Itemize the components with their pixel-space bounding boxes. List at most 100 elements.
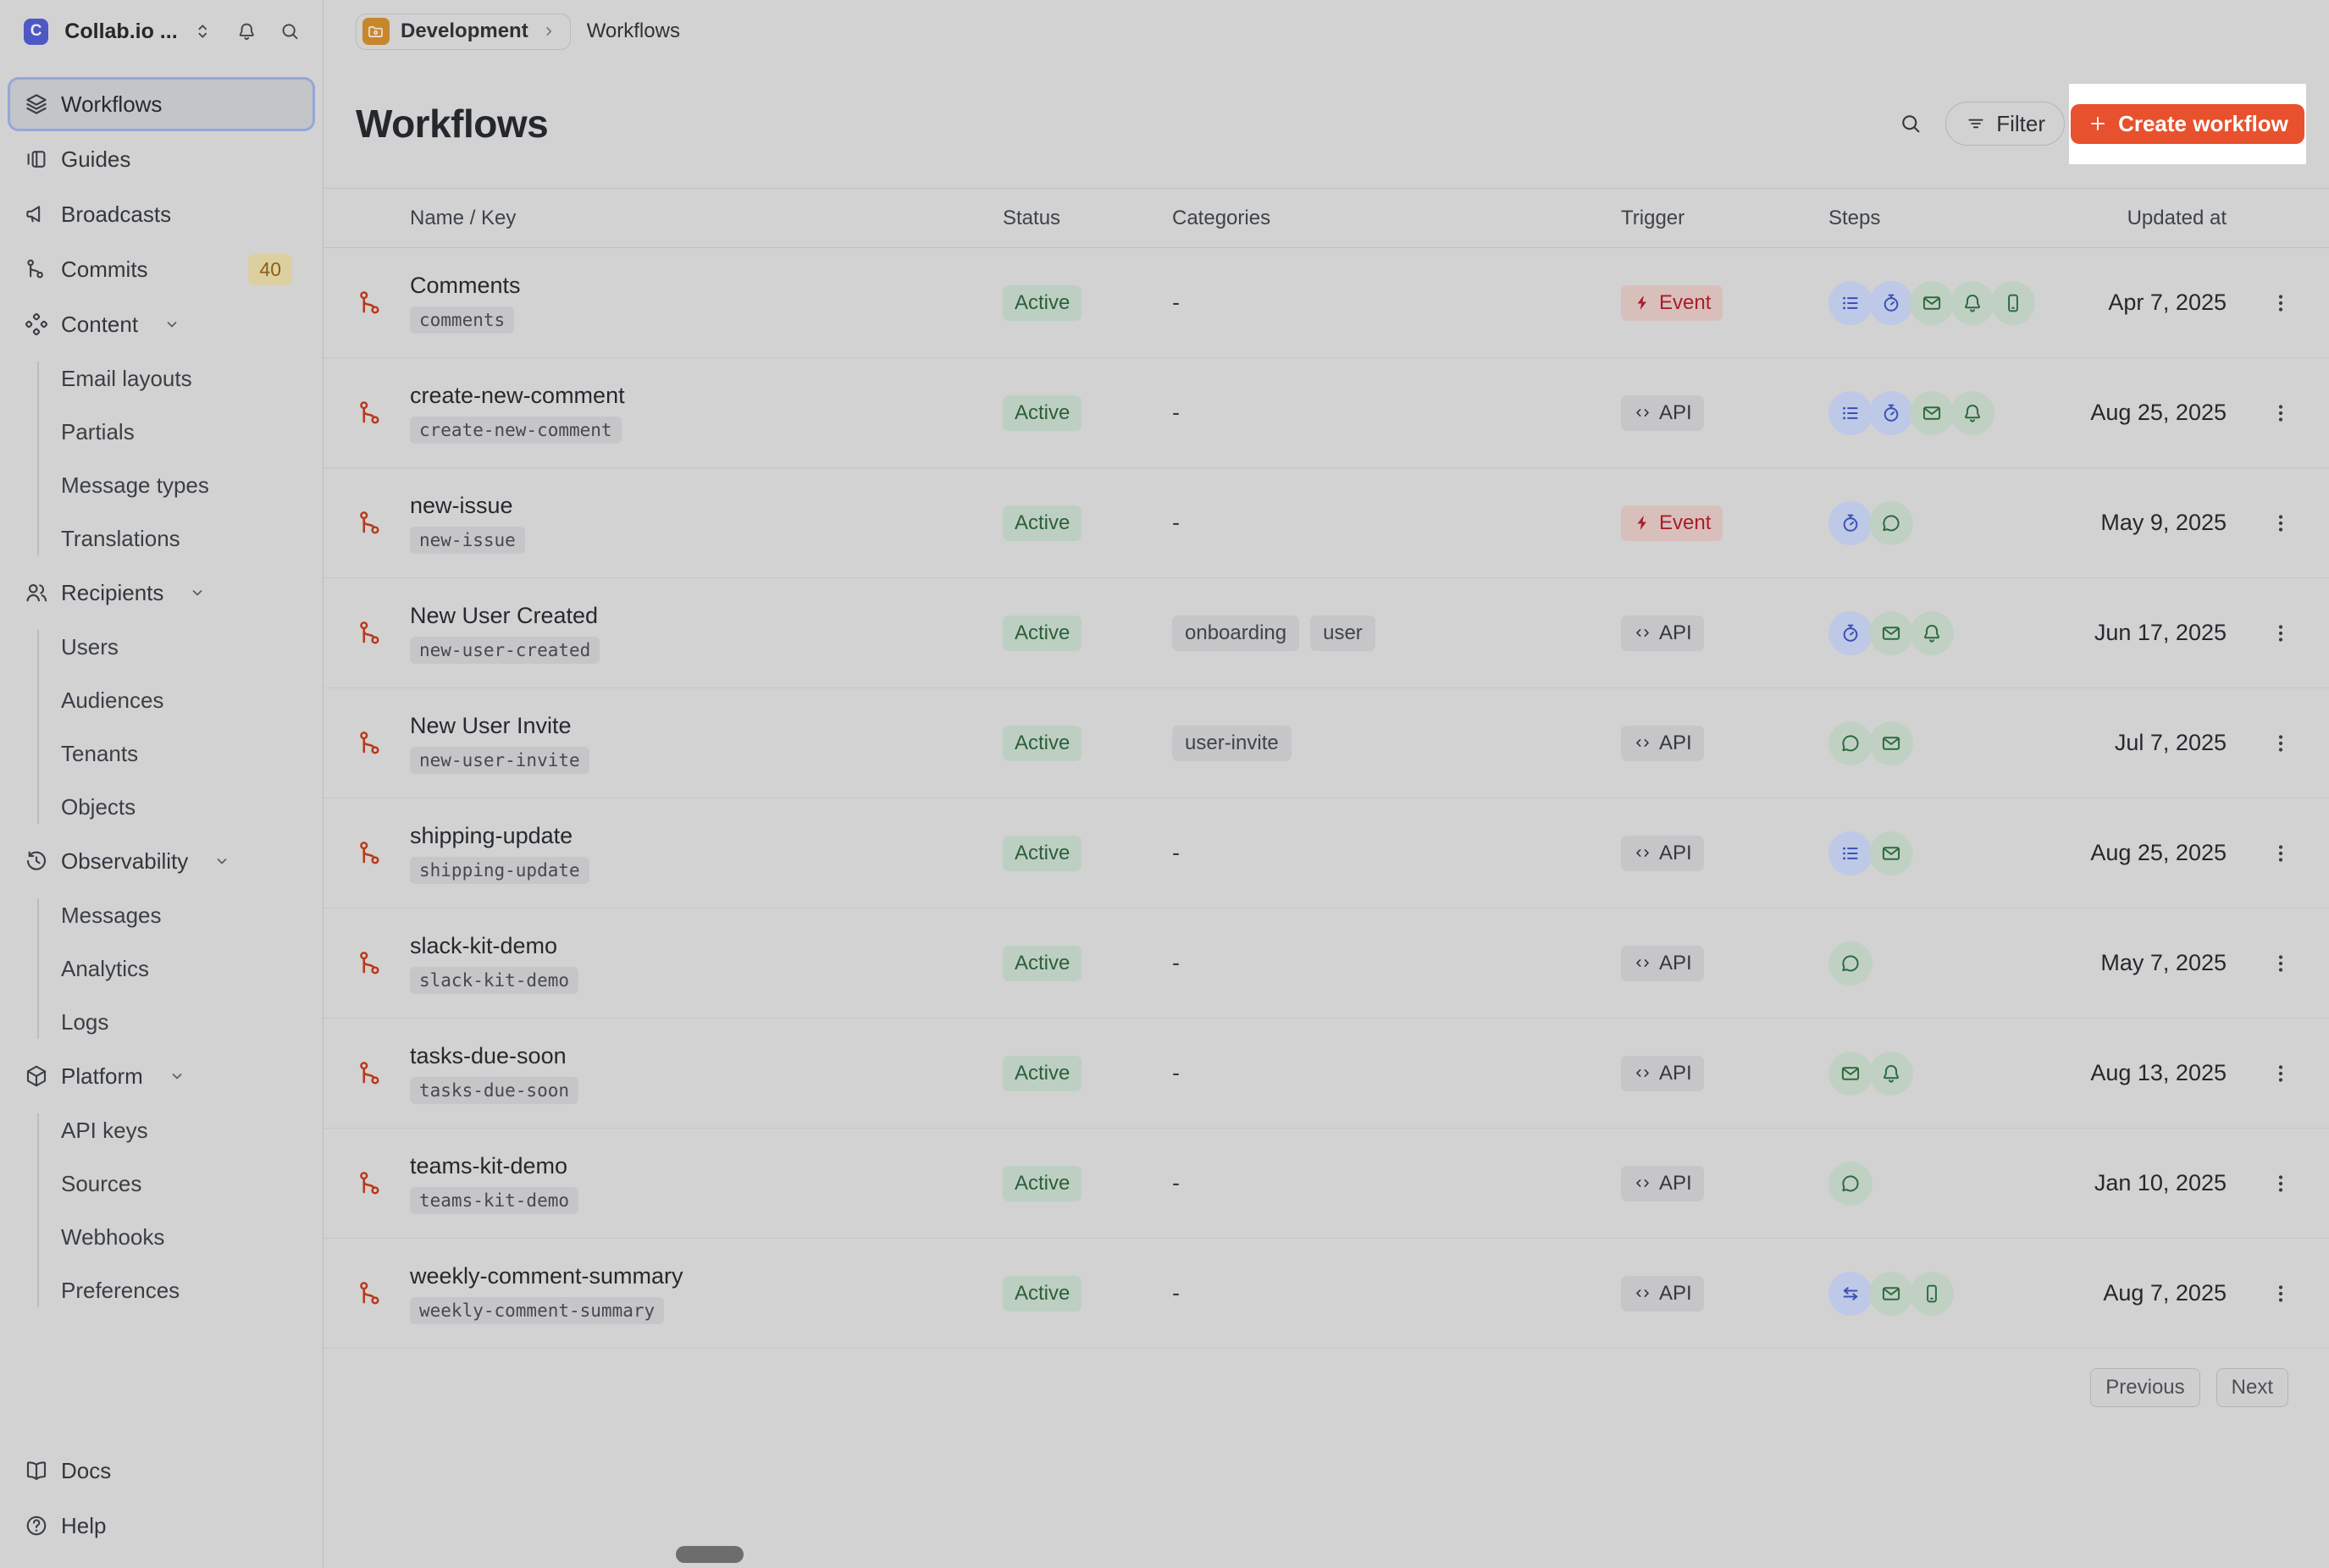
filter-label: Filter [1996,110,2045,136]
step-chat-icon [1828,1161,1873,1206]
search-icon[interactable] [1898,111,1923,136]
categories-cell: - [1172,950,1621,976]
workflow-row[interactable]: shipping-update shipping-update Active - API… [324,798,2329,908]
horizontal-scrollbar-thumb[interactable] [676,1546,744,1563]
workflow-row[interactable]: create-new-comment create-new-comment Acti… [324,358,2329,468]
table-header: Name / Key Status Categories Trigger Ste… [324,188,2329,248]
environment-switcher[interactable]: Development [356,13,571,50]
sidebar-item-commits[interactable]: Commits 40 [10,245,313,294]
workflow-key-badge: weekly-comment-summary [410,1296,665,1324]
empty-categories: - [1172,510,1180,535]
workflow-row[interactable]: Comments comments Active - Event Apr 7, 2025 [324,248,2329,358]
column-status: Status [1003,206,1061,229]
workflow-row[interactable]: weekly-comment-summary weekly-comment-sum… [324,1239,2329,1349]
step-delay-icon [1828,500,1873,545]
sidebar-item-broadcasts[interactable]: Broadcasts [10,190,313,239]
categories-cell: - [1172,400,1621,426]
sidebar-item-label: Translations [61,525,180,551]
sidebar-item-users[interactable]: Users [10,623,313,671]
sidebar-item-webhooks[interactable]: Webhooks [10,1213,313,1261]
empty-categories: - [1172,400,1180,425]
column-updated-at: Updated at [2127,206,2227,229]
sidebar-item-partials[interactable]: Partials [10,408,313,455]
row-menu-button[interactable] [2268,399,2293,428]
updated-at: May 9, 2025 [2100,510,2227,535]
sidebar-item-content[interactable]: Content [10,300,313,349]
workflow-icon [356,288,386,318]
code-icon [1633,1173,1652,1193]
workflow-icon [356,508,386,538]
workflow-row[interactable]: New User Created new-user-created Active on… [324,578,2329,688]
header-actions: Filter Create workflow [1898,83,2329,164]
page-title: Workflows [356,102,549,146]
sidebar-item-platform[interactable]: Platform [10,1052,313,1101]
row-menu-button[interactable] [2268,509,2293,538]
row-menu-button[interactable] [2268,1279,2293,1308]
code-icon [1633,1284,1652,1303]
steps-cell [1828,941,2083,986]
next-button[interactable]: Next [2216,1368,2288,1407]
chevron-down-icon [162,314,182,334]
trigger-badge: API [1621,725,1704,761]
status-badge: Active [1003,284,1082,321]
sidebar-item-workflows[interactable]: Workflows [10,80,313,129]
search-icon[interactable] [279,19,301,43]
workflow-key-badge: new-user-created [410,636,600,664]
sidebar-item-label: Webhooks [61,1223,165,1250]
steps-cell [1828,1051,2083,1096]
sidebar-item-messages[interactable]: Messages [10,892,313,939]
sidebar-item-audiences[interactable]: Audiences [10,676,313,724]
step-email-icon [1910,280,1954,325]
create-workflow-label: Create workflow [2118,110,2288,136]
categories-cell: onboarding user [1172,615,1621,651]
sidebar-item-tenants[interactable]: Tenants [10,730,313,777]
sidebar-item-message-types[interactable]: Message types [10,461,313,509]
sidebar-item-api-keys[interactable]: API keys [10,1107,313,1154]
sidebar-item-translations[interactable]: Translations [10,515,313,562]
sidebar-item-observability[interactable]: Observability [10,836,313,886]
empty-categories: - [1172,950,1180,975]
column-name-key: Name / Key [410,206,517,229]
sidebar-item-objects[interactable]: Objects [10,783,313,831]
workflow-row[interactable]: new-issue new-issue Active - Event May 9, 202… [324,468,2329,578]
chevron-up-down-icon[interactable] [191,19,213,43]
megaphone-icon [24,202,49,227]
shapes-icon [24,312,49,337]
row-menu-button[interactable] [2268,949,2293,978]
sidebar-item-sources[interactable]: Sources [10,1160,313,1207]
workflow-row[interactable]: tasks-due-soon tasks-due-soon Active - API Au… [324,1019,2329,1129]
sidebar-item-email-layouts[interactable]: Email layouts [10,355,313,402]
trigger-badge: API [1621,1055,1704,1091]
environment-name: Development [401,19,528,42]
row-menu-button[interactable] [2268,839,2293,868]
workflow-row[interactable]: New User Invite new-user-invite Active user… [324,688,2329,798]
sidebar-item-analytics[interactable]: Analytics [10,945,313,992]
code-icon [1633,953,1652,973]
git-branch-icon [24,257,49,282]
sidebar-item-preferences[interactable]: Preferences [10,1267,313,1314]
row-menu-button[interactable] [2268,1169,2293,1198]
workspace-switcher[interactable]: C Collab.io ... [0,3,323,59]
sidebar-item-docs[interactable]: Docs [10,1446,313,1495]
step-in_app-icon [1910,610,1954,655]
main-content: Development Workflows Workflows Filter C… [324,0,2329,1568]
bell-icon[interactable] [235,19,257,43]
workflow-key-badge: tasks-due-soon [410,1076,579,1104]
step-email-icon [1869,610,1913,655]
row-menu-button[interactable] [2268,1059,2293,1088]
sidebar-item-logs[interactable]: Logs [10,998,313,1046]
sidebar-item-help[interactable]: Help [10,1501,313,1550]
workflow-row[interactable]: slack-kit-demo slack-kit-demo Active - API Ma… [324,908,2329,1019]
workflow-row[interactable]: teams-kit-demo teams-kit-demo Active - API Ja… [324,1129,2329,1239]
help-circle-icon [24,1513,49,1538]
row-menu-button[interactable] [2268,729,2293,758]
sidebar-subnav-recipients: Users Audiences Tenants Objects [10,623,313,831]
sidebar-item-recipients[interactable]: Recipients [10,568,313,617]
row-menu-button[interactable] [2268,289,2293,317]
filter-button[interactable]: Filter [1945,102,2065,146]
previous-button[interactable]: Previous [2090,1368,2200,1407]
row-menu-button[interactable] [2268,619,2293,648]
workflow-icon [356,1058,386,1089]
create-workflow-button[interactable]: Create workflow [2071,103,2304,144]
sidebar-item-guides[interactable]: Guides [10,135,313,184]
